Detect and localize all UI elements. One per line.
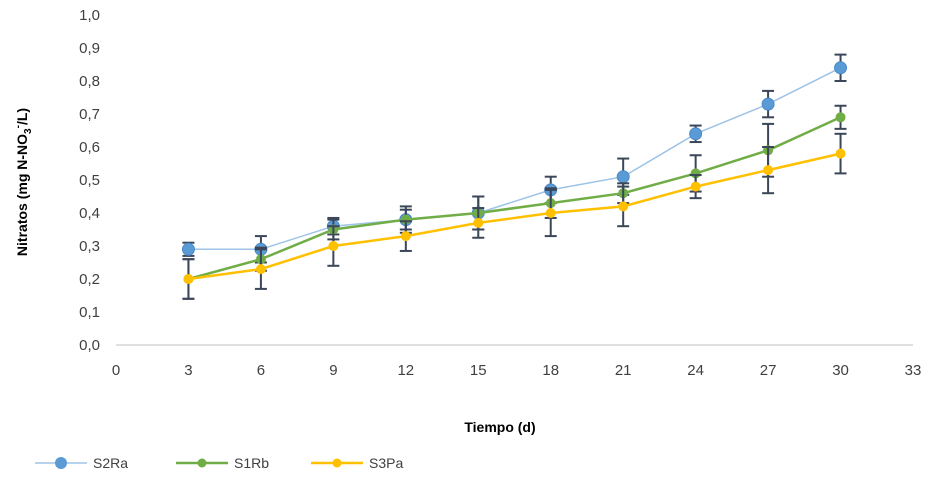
legend-marker (55, 457, 67, 469)
x-tick-label: 27 (760, 362, 777, 379)
y-tick-label: 0,4 (79, 205, 100, 222)
x-tick-label: 24 (687, 362, 704, 379)
legend-entry-S3Pa: S3Pa (311, 455, 403, 471)
y-tick-label: 0,7 (79, 106, 100, 123)
series-S2Ra (181, 53, 848, 264)
x-tick-label: 33 (905, 362, 922, 379)
x-tick-label: 21 (615, 362, 632, 379)
y-tick-label: 1,0 (79, 7, 100, 24)
x-tick-label: 18 (542, 362, 559, 379)
data-point (618, 201, 629, 212)
x-axis-ticks: 0 3 6 9 12 15 18 21 24 27 30 33 (112, 362, 922, 379)
x-tick-label: 3 (184, 362, 192, 379)
y-tick-label: 0,3 (79, 238, 100, 255)
y-axis-title-superscript: - (13, 125, 24, 128)
y-tick-label: 0,2 (79, 271, 100, 288)
data-point (473, 217, 484, 228)
data-point (400, 231, 411, 242)
x-tick-label: 15 (470, 362, 487, 379)
x-tick-label: 30 (832, 362, 849, 379)
data-point (690, 181, 701, 192)
y-tick-label: 0,5 (79, 172, 100, 189)
legend-label: S3Pa (369, 455, 403, 471)
y-axis-title: Nitratos (mg N-NO3-/L) (13, 108, 34, 256)
y-tick-label: 0,8 (79, 73, 100, 90)
y-axis-title-subscript: 3 (23, 128, 34, 134)
series-line (188, 152, 841, 281)
series-S3Pa (182, 132, 847, 300)
y-tick-label: 0,6 (79, 139, 100, 156)
y-axis-title-end: /L) (14, 108, 30, 125)
legend-entry-S2Ra: S2Ra (35, 455, 128, 471)
data-point (689, 127, 703, 141)
data-point (761, 97, 775, 111)
data-point (835, 148, 846, 159)
legend: S2Ra S1Rb S3Pa (35, 455, 403, 471)
data-point (616, 170, 630, 184)
y-axis-ticks: 0,0 0,1 0,2 0,3 0,4 0,5 0,6 0,7 0,8 0,9 1,0 (79, 7, 100, 354)
x-tick-label: 0 (112, 362, 120, 379)
legend-marker (332, 458, 342, 468)
series-line (188, 116, 842, 281)
y-tick-label: 0,0 (79, 337, 100, 354)
legend-entry-S1Rb: S1Rb (176, 455, 269, 471)
legend-label: S1Rb (234, 455, 269, 471)
x-tick-label: 12 (397, 362, 414, 379)
legend-label: S2Ra (93, 455, 128, 471)
data-point (181, 242, 195, 256)
data-point (255, 264, 266, 275)
y-axis-title-main: Nitratos (mg N-NO (14, 134, 30, 256)
data-point (763, 165, 774, 176)
series-layer (181, 53, 848, 300)
data-point (183, 274, 194, 284)
data-point (834, 61, 848, 75)
x-tick-label: 6 (257, 362, 265, 379)
data-point (545, 208, 556, 218)
series-S1Rb (182, 104, 847, 300)
data-point (835, 112, 846, 123)
x-tick-label: 9 (329, 362, 337, 379)
legend-marker (197, 458, 207, 468)
y-tick-label: 0,9 (79, 40, 100, 57)
data-point (328, 241, 339, 251)
y-tick-label: 0,1 (79, 304, 100, 321)
series-line (188, 67, 841, 251)
x-axis-title: Tiempo (d) (464, 419, 535, 435)
